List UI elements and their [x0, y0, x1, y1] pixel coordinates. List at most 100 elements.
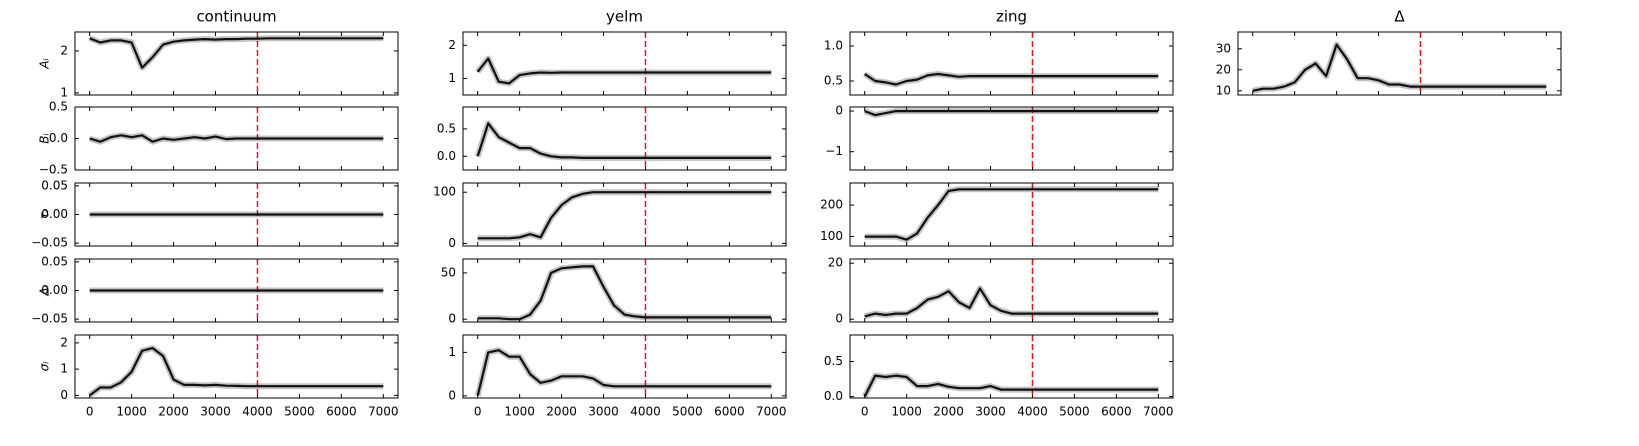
- axes-frame: [74, 334, 399, 399]
- y-tick-label: 1.0: [824, 39, 843, 53]
- y-axis-label: Bᵢ: [38, 133, 52, 143]
- axes-frame: [462, 106, 787, 171]
- y-tick-label: 0.00: [41, 283, 68, 297]
- x-tick-label: 5000: [672, 405, 703, 419]
- trace-spread: [475, 55, 772, 87]
- y-axis-label: τᵢ: [38, 210, 52, 219]
- trace-spread: [864, 186, 1159, 243]
- x-tick-label: 7000: [756, 405, 787, 419]
- x-tick-label: 1000: [116, 405, 147, 419]
- x-tick-label: 4000: [1017, 405, 1048, 419]
- axes-frame: [462, 258, 787, 323]
- x-tick-label: 0: [861, 405, 869, 419]
- axes-frame: [849, 106, 1174, 171]
- y-tick-label: 100: [820, 229, 843, 243]
- axes-frame: [74, 258, 399, 323]
- y-tick-label: 0: [835, 312, 843, 326]
- axes-frame: [74, 182, 399, 247]
- x-tick-label: 2000: [546, 405, 577, 419]
- y-tick-label: 2: [448, 38, 456, 52]
- axes-frame: [74, 31, 399, 96]
- trace-spread: [88, 35, 384, 71]
- y-tick-label: 0.5: [824, 354, 843, 368]
- y-tick-label: 0: [60, 388, 68, 402]
- trace-line: [864, 188, 1159, 241]
- axes-frame: [462, 334, 787, 399]
- panel-title: yelm: [606, 8, 643, 26]
- y-tick-label: 0: [448, 312, 456, 326]
- panel-title: zing: [996, 8, 1027, 26]
- y-tick-label: 1: [60, 85, 68, 99]
- y-axis-label: Δᵢ: [38, 285, 52, 296]
- x-tick-label: 1000: [891, 405, 922, 419]
- y-tick-label: 0: [448, 388, 456, 402]
- trace-line: [477, 265, 772, 321]
- y-tick-label: −0.5: [39, 163, 68, 177]
- y-tick-label: 0: [835, 104, 843, 118]
- y-axis-label: Aᵢ: [38, 58, 52, 69]
- trace-line: [89, 347, 384, 397]
- y-tick-label: 1: [448, 345, 456, 359]
- x-tick-label: 3000: [588, 405, 619, 419]
- x-tick-label: 0: [474, 405, 482, 419]
- x-tick-label: 2000: [933, 405, 964, 419]
- axes-frame: [74, 106, 399, 171]
- axes-frame: [849, 182, 1174, 247]
- panel-title: continuum: [196, 8, 276, 26]
- y-tick-label: −1: [825, 144, 843, 158]
- trace-line: [89, 134, 384, 143]
- y-tick-label: 0.0: [437, 149, 456, 163]
- axes-frame: [849, 334, 1174, 399]
- trace-spread: [477, 189, 772, 242]
- axes-frame: [462, 31, 787, 96]
- trace-line: [476, 122, 772, 159]
- trace-line: [863, 374, 1159, 398]
- trace-line: [477, 191, 772, 240]
- x-tick-label: 4000: [242, 405, 273, 419]
- x-tick-label: 6000: [1101, 405, 1132, 419]
- y-tick-label: 20: [828, 256, 843, 270]
- x-tick-label: 0: [86, 405, 94, 419]
- x-tick-label: 1000: [504, 405, 535, 419]
- y-tick-label: 0.0: [824, 389, 843, 403]
- x-tick-label: 6000: [326, 405, 357, 419]
- y-tick-label: 0.5: [49, 100, 68, 114]
- x-tick-label: 5000: [1059, 405, 1090, 419]
- trace-line: [89, 37, 384, 69]
- y-tick-label: 100: [433, 185, 456, 199]
- trace-spread: [477, 263, 772, 323]
- y-tick-label: 0: [448, 236, 456, 250]
- y-tick-label: 20: [1216, 62, 1231, 76]
- axes-frame: [1237, 31, 1562, 96]
- x-tick-label: 6000: [714, 405, 745, 419]
- trace-line: [476, 57, 772, 85]
- y-tick-label: 0.0: [49, 131, 68, 145]
- axes-frame: [462, 182, 787, 247]
- y-tick-label: 0.05: [41, 178, 68, 192]
- y-tick-label: 0.5: [824, 74, 843, 88]
- y-axis-label: σᵢ: [38, 362, 52, 372]
- panel-title: Δ: [1394, 8, 1405, 26]
- trace-spread: [474, 347, 772, 397]
- trace-line: [864, 72, 1159, 86]
- axes-frame: [849, 31, 1174, 96]
- x-tick-label: 4000: [630, 405, 661, 419]
- trace-line: [1252, 43, 1547, 92]
- x-tick-label: 3000: [975, 405, 1006, 419]
- y-tick-label: 0.00: [41, 207, 68, 221]
- y-tick-label: −0.05: [31, 236, 68, 250]
- y-tick-label: 2: [60, 43, 68, 57]
- trace-spread: [87, 345, 384, 398]
- x-tick-label: 3000: [200, 405, 231, 419]
- trace-spread: [474, 120, 772, 161]
- y-tick-label: 30: [1216, 41, 1231, 55]
- y-tick-label: 0.5: [437, 121, 456, 135]
- trace-line: [864, 287, 1159, 318]
- y-tick-label: 2: [60, 335, 68, 349]
- y-tick-label: 10: [1216, 83, 1231, 97]
- y-tick-label: −0.05: [31, 312, 68, 326]
- trace-line: [476, 349, 772, 397]
- x-tick-label: 7000: [368, 405, 399, 419]
